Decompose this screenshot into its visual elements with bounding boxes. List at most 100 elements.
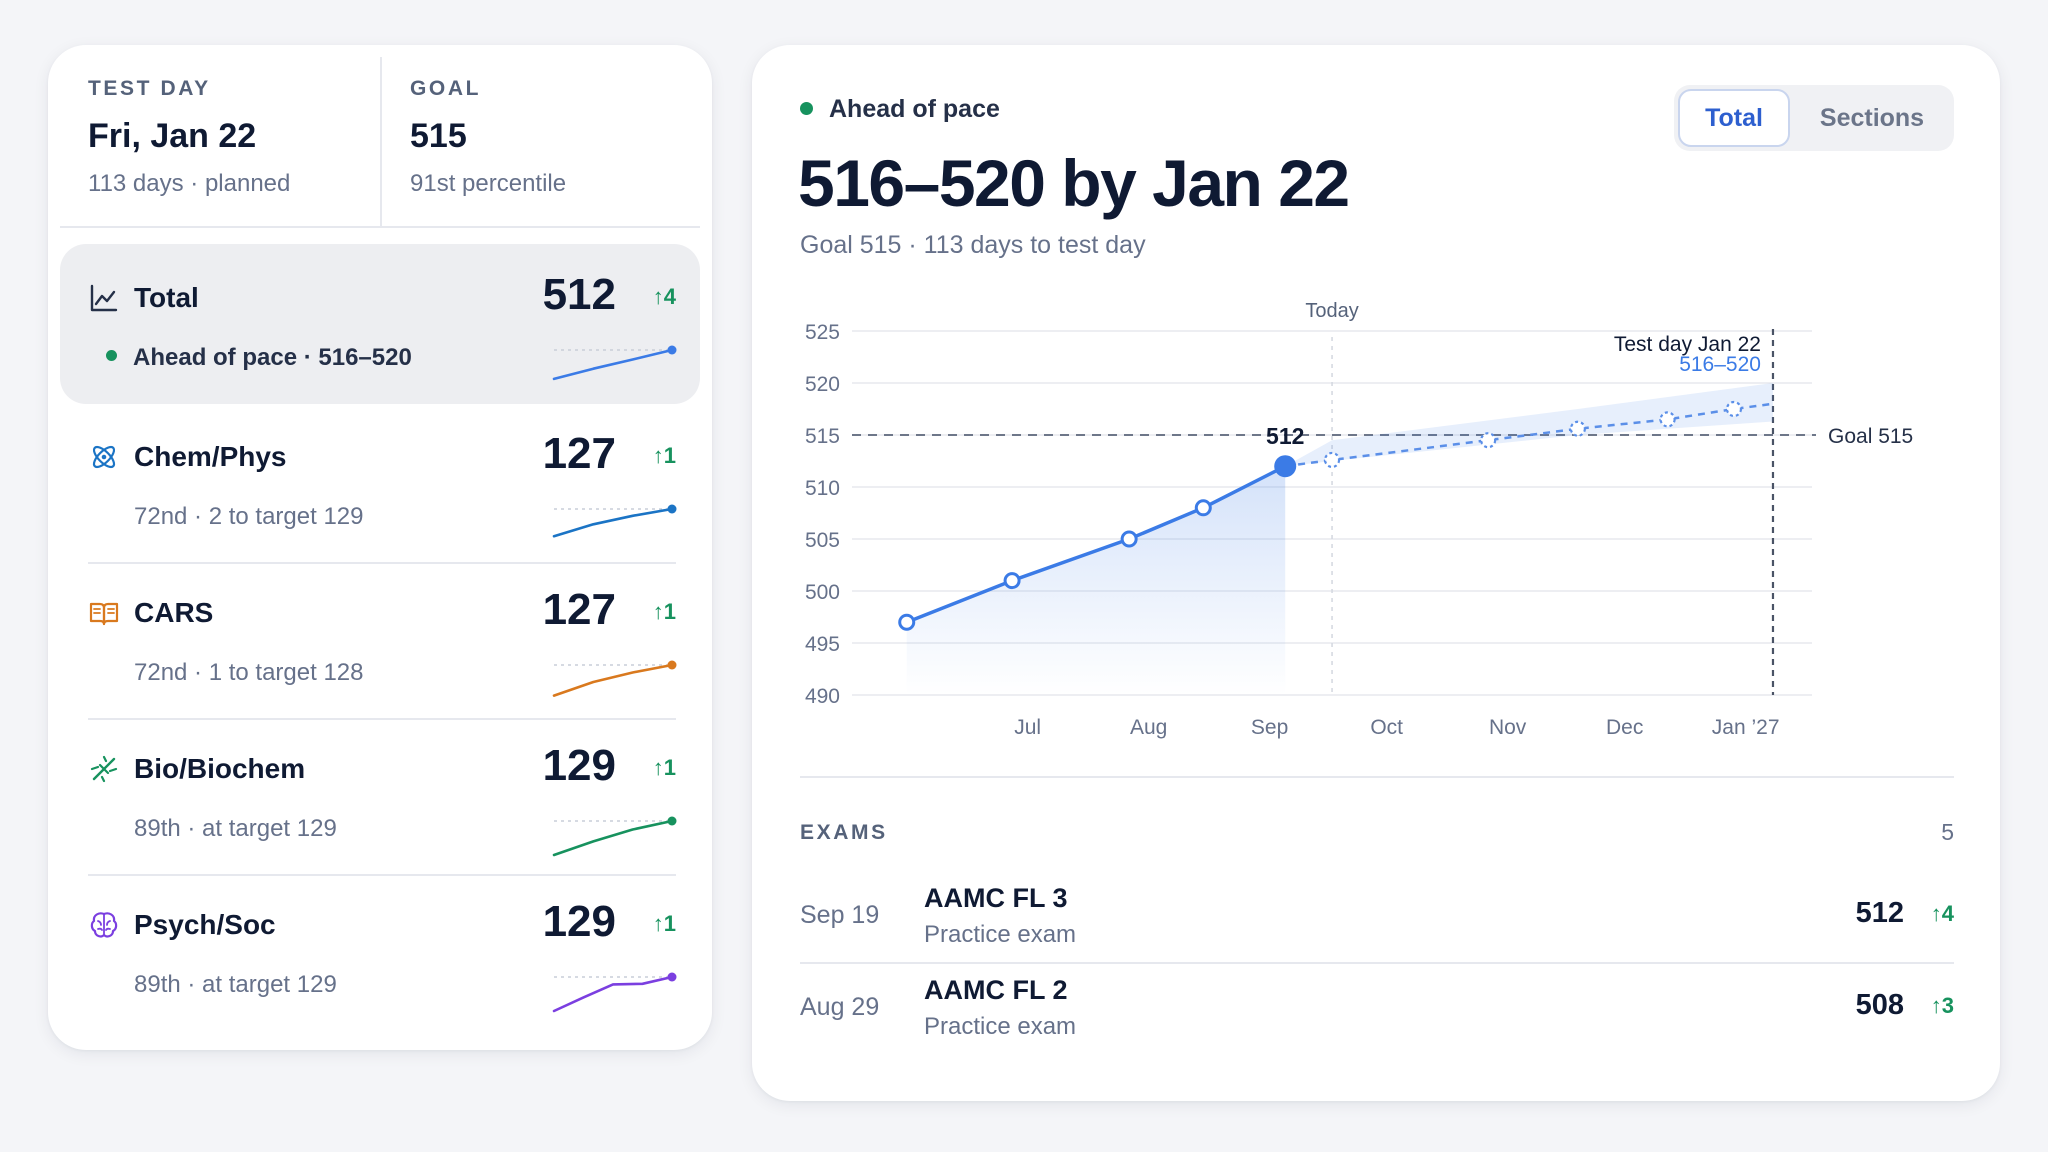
exams-label: EXAMS [800,821,888,844]
status-dot [106,350,117,362]
test-day-range: 516–520 [1679,353,1761,376]
section-delta: ↑1 [653,443,676,469]
brain-icon [90,912,118,938]
exam-delta: ↑4 [1931,901,1954,927]
sparkline-end-dot [667,660,677,670]
section-delta: ↑4 [653,284,676,310]
delta-value: 4 [663,284,676,309]
section-desc: 89th · at target 129 [134,971,337,998]
chart-grid: 490 495 500 505 510 515 520 525 Jul Aug Sep Oct Nov D… [805,300,1913,739]
exam-row[interactable]: Sep 19 AAMC FL 3 Practice exam 512 ↑4 [800,871,1954,963]
section-panel: TEST DAY Fri, Jan 22 113 days · planned … [48,45,712,1050]
goal-value: 515 [410,117,467,155]
exam-date: Aug 29 [800,993,880,1021]
goal-label: Goal 515 [1828,425,1913,448]
projected-point [1323,451,1341,469]
y-tick-label: 500 [805,581,840,604]
y-tick-label: 515 [805,425,840,448]
x-tick-label: Nov [1489,716,1527,739]
exam-score: 508 [1855,989,1904,1021]
x-tick-label: Sep [1251,716,1288,739]
sparkline-cars [552,660,677,697]
section-row-bio-biochem[interactable]: Bio/Biochem 129 ↑1 89th · at target 129 [60,715,700,875]
summary-header: TEST DAY Fri, Jan 22 113 days · planned … [48,45,712,228]
toggle-total[interactable]: Total [1678,89,1790,147]
section-desc: 72nd · 1 to target 128 [134,659,364,686]
row-divider [88,874,676,876]
section-name: Chem/Phys [134,441,287,472]
sparkline-line [552,663,674,697]
actual-point [898,613,916,631]
row-divider [88,562,676,564]
sparkline-chem-phys [552,504,677,538]
section-delta: ↑1 [653,911,676,937]
sparkline-end-dot [667,345,677,355]
actual-area [906,466,1286,695]
actual-point [1003,572,1021,590]
y-tick-label: 510 [805,477,840,500]
section-delta: ↑1 [653,755,676,781]
section-score: 129 [542,897,616,946]
sparkline-line [552,819,674,857]
sparkline-end-dot [667,972,677,982]
status-dot [800,101,813,115]
goal-summary: GOAL 515 91st percentile [410,77,566,198]
chart-bottom-divider [800,776,1954,778]
test-day-label: Test day Jan 22 [1614,333,1761,356]
sparkline-end-dot [667,504,677,514]
test-day-value: Fri, Jan 22 [88,117,257,155]
delta-value: 1 [663,755,676,780]
y-tick-label: 505 [805,529,840,552]
section-row-cars[interactable]: CARS 127 ↑1 72nd · 1 to target 128 [60,559,700,719]
exam-type: Practice exam [924,921,1077,948]
section-row-chem-phys[interactable]: Chem/Phys 127 ↑1 72nd · 2 to target 129 [60,403,700,563]
toggle-sections[interactable]: Sections [1819,104,1925,132]
y-tick-label: 520 [805,373,840,396]
actual-point [1194,499,1212,517]
goal-label: GOAL [410,77,482,100]
exam-row[interactable]: Aug 29 AAMC FL 2 Practice exam 508 ↑3 [800,963,1954,1055]
section-desc: Ahead of pace · 516–520 [106,344,412,372]
projection-band [1285,383,1773,467]
section-name: Total [134,282,199,313]
sparkline-line [552,348,674,381]
y-tick-label: 490 [805,685,840,708]
section-desc: 72nd · 2 to target 129 [134,503,364,530]
projection-panel: Ahead of pace 516–520 by Jan 22 Goal 515… [752,45,2000,1101]
delta-value: 4 [1941,901,1954,926]
sparkline-total [552,345,677,381]
arrow-up-icon: ↑ [652,911,664,936]
delta-value: 3 [1941,993,1954,1018]
exam-delta: ↑3 [1931,993,1954,1019]
atom-icon [92,445,116,469]
summary-divider [380,57,382,227]
section-score: 129 [542,741,616,790]
x-tick-label: Oct [1370,716,1403,739]
score-chart: 490 495 500 505 510 515 520 525 Jul Aug Sep Oct Nov D… [805,300,1913,739]
section-name: Bio/Biochem [134,753,306,784]
section-row-total[interactable]: Total 512 ↑4 Ahead of pace · 516–520 [60,244,700,404]
section-row-psych-soc[interactable]: Psych/Soc 129 ↑1 89th · at target 129 [60,871,700,1031]
delta-value: 1 [663,911,676,936]
exam-row-divider [800,962,1954,964]
test-day-sub: 113 days · planned [88,170,291,197]
pace-status-text: Ahead of pace [829,95,1000,123]
exam-score: 512 [1855,897,1904,929]
section-delta: ↑1 [653,599,676,625]
x-tick-label: Jul [1014,716,1041,739]
sparkline-end-dot [667,816,677,826]
current-score-point [1274,455,1297,478]
exam-name: AAMC FL 3 [924,883,1068,913]
section-score: 127 [542,585,616,634]
y-tick-label: 495 [805,633,840,656]
today-label: Today [1305,300,1358,322]
x-tick-label: Dec [1606,716,1643,739]
arrow-up-icon: ↑ [652,284,664,309]
exam-type: Practice exam [924,1013,1077,1040]
summary-bottom-divider [60,226,700,228]
line-chart-icon [90,284,118,312]
projected-point [1569,420,1586,437]
x-tick-label: Aug [1130,716,1167,739]
projection-subtitle: Goal 515 · 113 days to test day [800,231,1146,259]
current-score-label: 512 [1266,423,1304,449]
